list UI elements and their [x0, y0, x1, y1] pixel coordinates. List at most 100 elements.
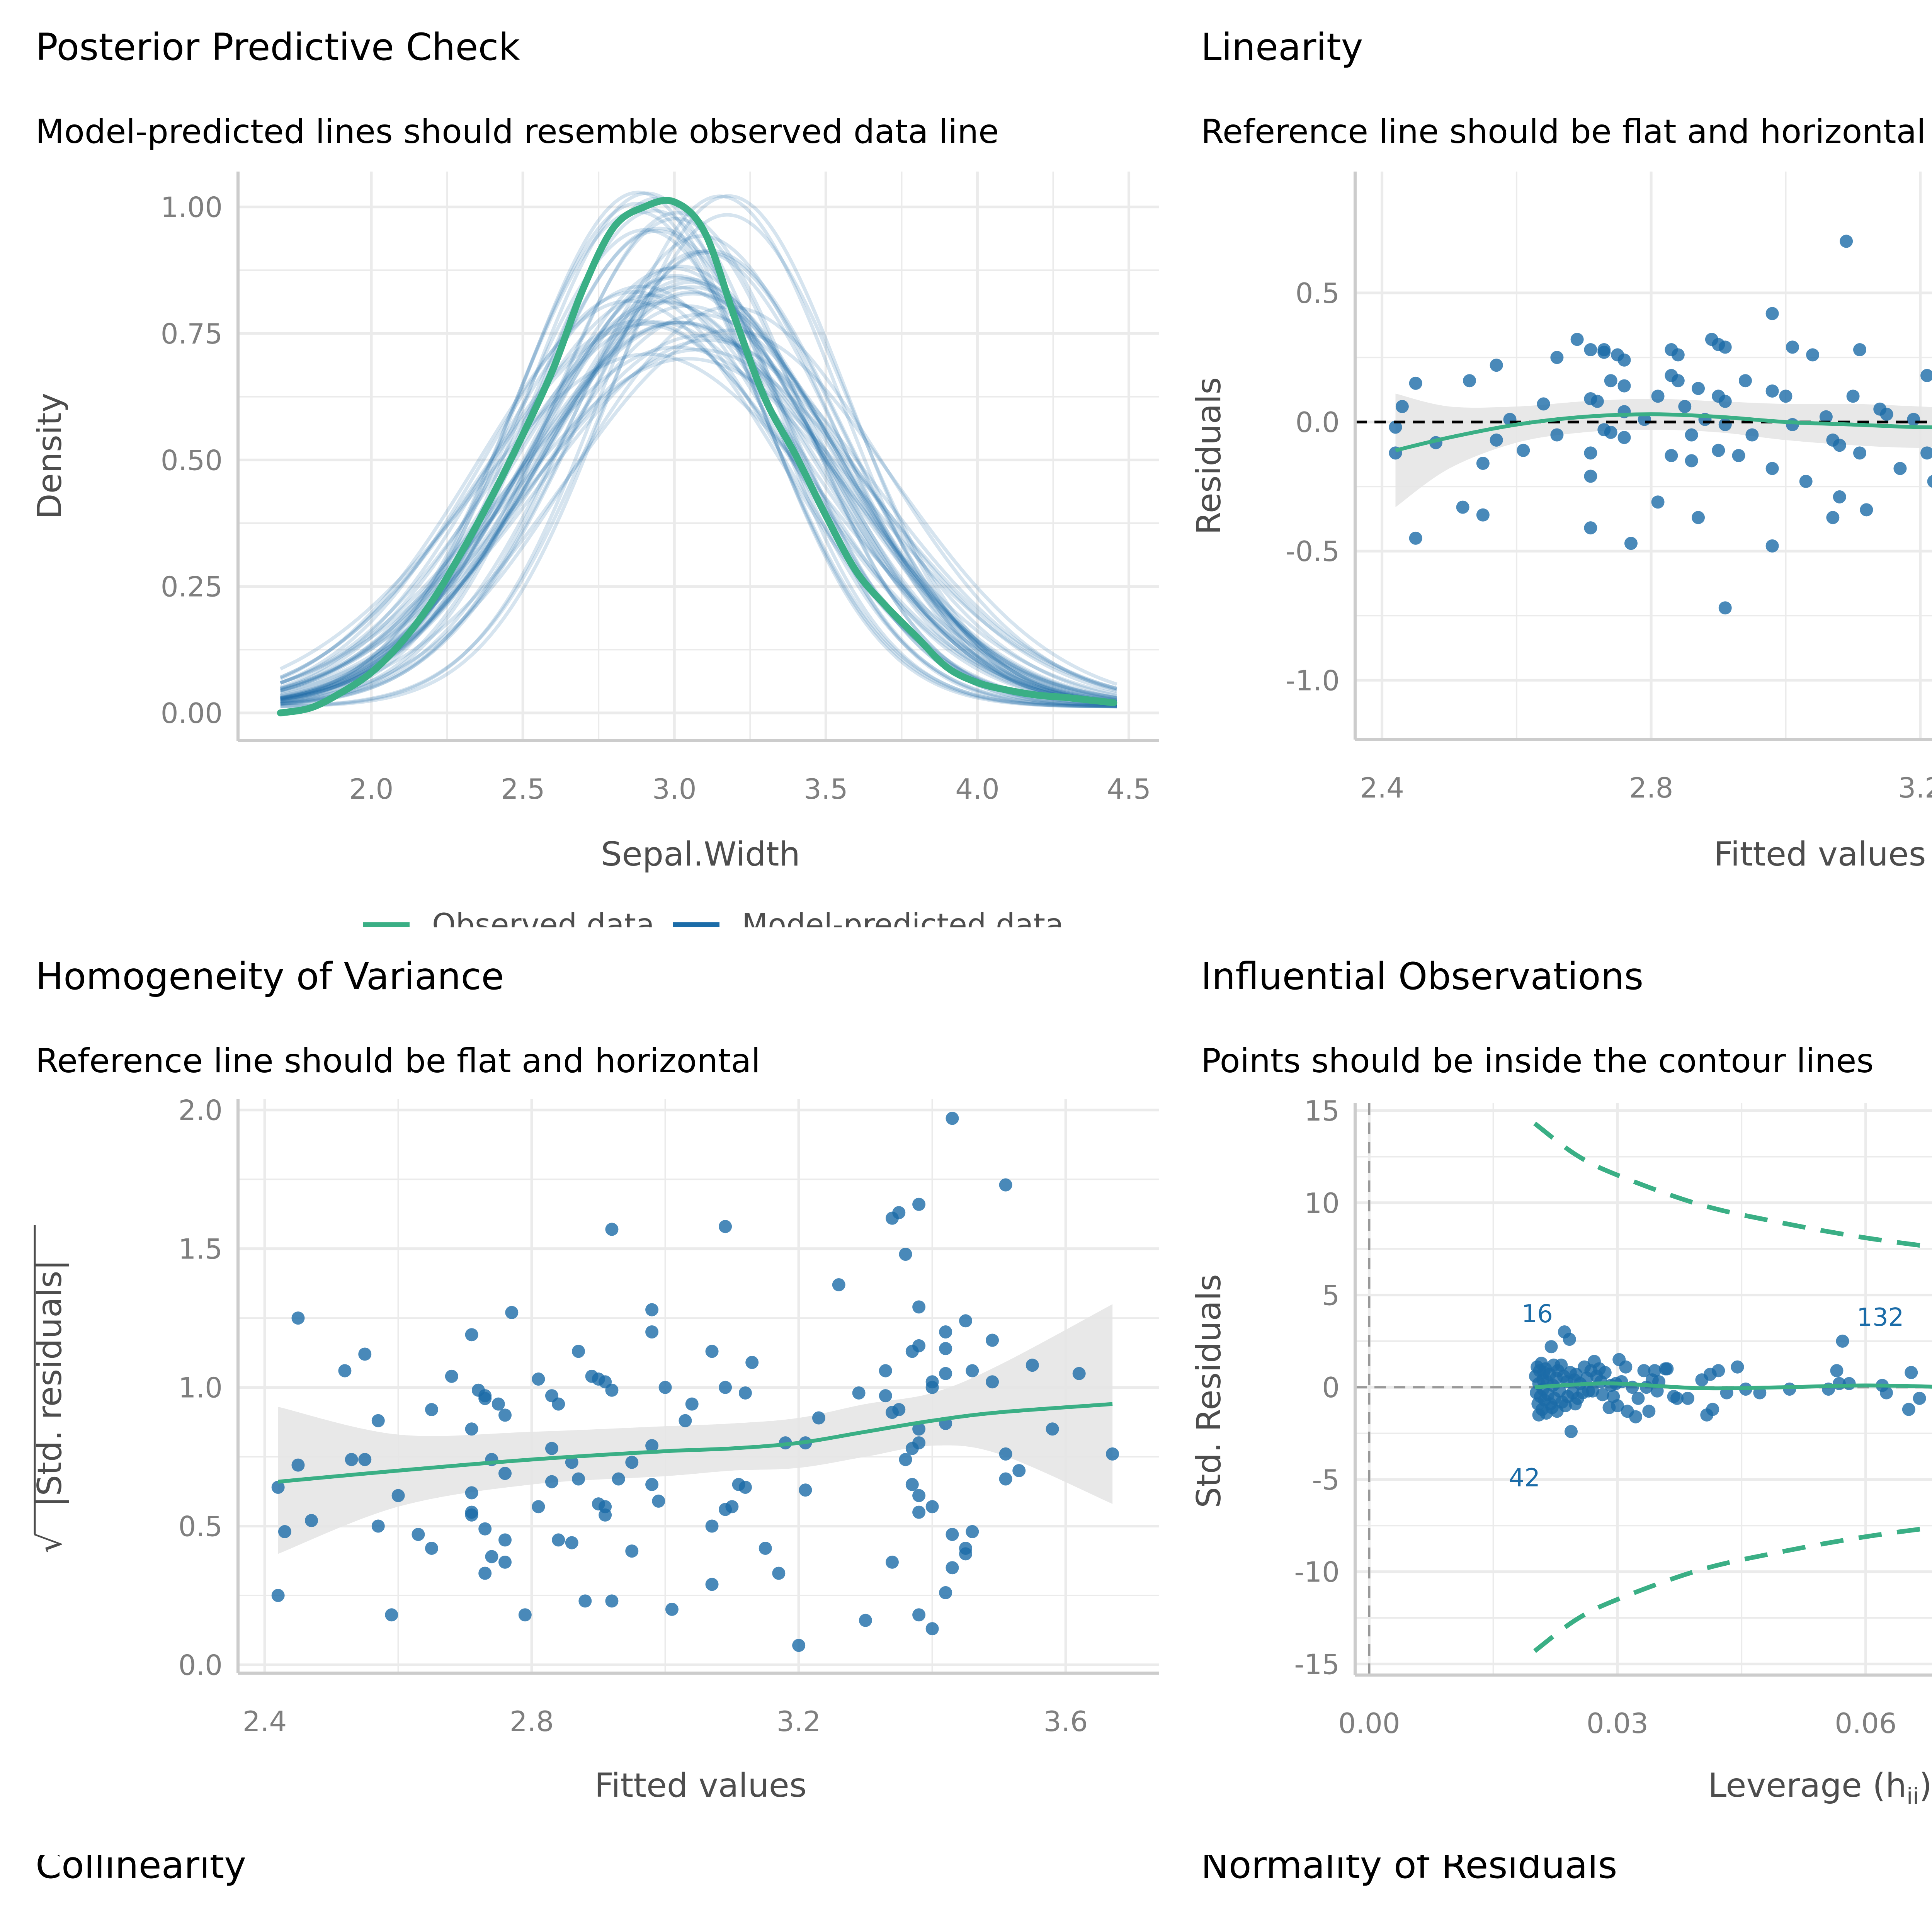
predicted-density-line: [280, 320, 1117, 703]
residual-point: [552, 1397, 565, 1411]
y-tick-label: -1.0: [1286, 664, 1340, 697]
residual-point: [1880, 408, 1893, 421]
normality-chart: Normality of Residuals Dots should fall …: [1201, 1855, 1697, 1932]
predicted-density-line: [279, 319, 1117, 704]
x-tick-label: 4.0: [955, 773, 1000, 805]
observation-point: [1564, 1425, 1578, 1438]
observation-point: [1830, 1364, 1844, 1378]
observation-point: [1879, 1386, 1893, 1400]
normality-title: Normality of Residuals: [1201, 1855, 1617, 1887]
residual-point: [986, 1375, 999, 1389]
residual-point: [1651, 389, 1665, 403]
residual-point: [946, 1528, 959, 1541]
residual-point: [1765, 384, 1779, 398]
x-tick-label: 2.8: [510, 1705, 554, 1738]
ppc-observed-line: [277, 197, 1117, 716]
residual-point: [465, 1328, 478, 1342]
influential-cook-contours: 0.80.8: [1533, 1121, 1932, 1653]
predicted-density-line: [280, 299, 1117, 704]
loess-line: [278, 1402, 1113, 1484]
predicted-density-line: [280, 194, 1117, 708]
panel-influential-observations: Influential Observations Points should b…: [1159, 927, 1932, 1855]
predicted-density-line: [280, 248, 1117, 706]
homogeneity-chart: Homogeneity of Variance Reference line s…: [31, 955, 1159, 1805]
residual-point: [1840, 235, 1853, 248]
residual-point: [1389, 420, 1402, 434]
observation-point: [1681, 1391, 1694, 1405]
residual-point: [1765, 462, 1779, 475]
residual-point: [986, 1333, 999, 1347]
ppc-chart: Posterior Predictive Check Model-predict…: [31, 26, 1159, 927]
residual-point: [391, 1489, 405, 1502]
residual-point: [912, 1436, 926, 1450]
linearity-title: Linearity: [1201, 26, 1363, 69]
residual-point: [912, 1489, 926, 1502]
residual-point: [658, 1381, 672, 1394]
residual-point: [792, 1639, 806, 1652]
residual-point: [425, 1403, 438, 1417]
observation-point: [1586, 1384, 1599, 1398]
observation-point: [1619, 1360, 1633, 1374]
collinearity-chart: Collinearity High collinearity (VIF) may…: [36, 1855, 980, 1932]
residual-point: [1853, 343, 1866, 357]
x-tick-label: 3.6: [1044, 1705, 1088, 1738]
observation-point: [1611, 1399, 1624, 1412]
influential-title: Influential Observations: [1201, 955, 1643, 998]
predicted-density-line: [279, 299, 1117, 706]
y-tick-label: 0.0: [178, 1649, 223, 1681]
residual-point: [685, 1397, 699, 1411]
residual-point: [565, 1456, 578, 1469]
residual-point: [1617, 353, 1631, 367]
residual-point: [532, 1372, 545, 1386]
residual-point: [705, 1519, 719, 1533]
residual-point: [1604, 374, 1617, 388]
ppc-predicted-lines: [279, 190, 1117, 709]
residual-point: [1718, 601, 1732, 615]
residual-point: [1732, 449, 1745, 462]
residual-point: [812, 1411, 825, 1425]
linearity-x-axis-label: Fitted values: [1714, 835, 1926, 874]
residual-point: [946, 1561, 959, 1575]
residual-point: [912, 1422, 926, 1436]
residual-point: [879, 1389, 892, 1403]
influential-x-axis-label: Leverage (hii): [1708, 1766, 1932, 1809]
legend-observed-label: Observed data: [432, 908, 655, 927]
observation-point: [1554, 1358, 1568, 1372]
residual-point: [1490, 433, 1503, 447]
residual-point: [999, 1447, 1012, 1461]
predicted-density-line: [280, 264, 1117, 706]
residual-point: [478, 1566, 492, 1580]
influential-subtitle: Points should be inside the contour line…: [1201, 1042, 1874, 1080]
residual-point: [552, 1533, 565, 1547]
y-tick-label: -5: [1312, 1464, 1340, 1496]
linearity-points: [1389, 235, 1932, 615]
x-tick-label: 0.06: [1835, 1707, 1896, 1740]
predicted-density-line: [280, 190, 1117, 709]
xlabel-subscript: ii: [1906, 1783, 1919, 1809]
residual-point: [1584, 521, 1597, 535]
predicted-density-line: [280, 320, 1117, 699]
residual-point: [1765, 307, 1779, 320]
residual-point: [966, 1525, 979, 1538]
residual-point: [625, 1544, 639, 1558]
residual-point: [999, 1472, 1012, 1486]
observation-point: [1905, 1366, 1918, 1379]
residual-point: [478, 1522, 492, 1536]
residual-point: [1517, 444, 1530, 457]
residual-point: [1665, 449, 1678, 462]
residual-point: [1786, 340, 1799, 354]
residual-point: [498, 1533, 512, 1547]
predicted-density-line: [280, 209, 1117, 708]
ci-band: [1395, 393, 1932, 507]
predicted-density-line: [280, 250, 1117, 705]
xlabel-main: Leverage (h: [1708, 1766, 1906, 1805]
observation-point: [1913, 1391, 1926, 1405]
residual-point: [1490, 359, 1503, 372]
y-tick-label: 0.25: [161, 571, 223, 603]
residual-point: [1920, 446, 1932, 460]
residual-point: [358, 1453, 372, 1466]
homogeneity-title: Homogeneity of Variance: [36, 955, 504, 998]
x-tick-label: 0.03: [1587, 1707, 1648, 1740]
residual-point: [1907, 413, 1920, 426]
residual-point: [1537, 397, 1550, 411]
